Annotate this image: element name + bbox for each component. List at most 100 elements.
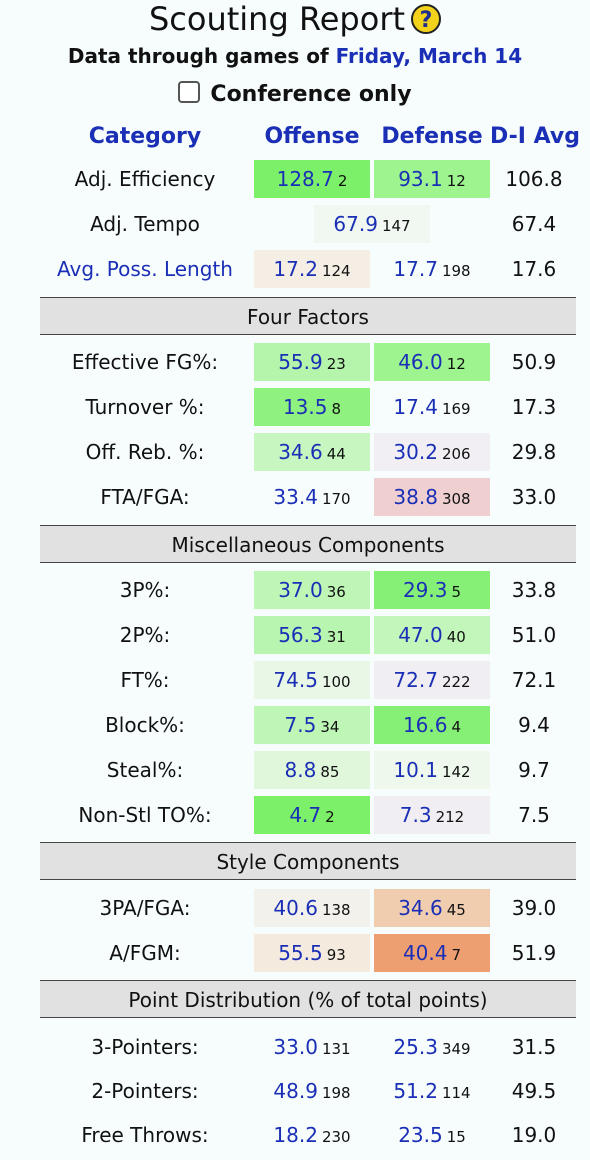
defense-value[interactable]: 46.0 xyxy=(398,350,443,374)
offense-cell: 8.8 85 xyxy=(254,751,370,789)
row-2-pointers: 2-Pointers: 48.9 198 51.2 114 49.5 xyxy=(0,1069,590,1113)
defense-value[interactable]: 72.7 xyxy=(393,668,438,692)
defense-value[interactable]: 10.1 xyxy=(393,758,438,782)
tempo-cell: 67.9 147 xyxy=(314,205,430,243)
d1-average: 51.9 xyxy=(511,941,557,965)
offense-rank: 31 xyxy=(326,628,346,646)
offense-rank: 85 xyxy=(320,763,340,781)
offense-value[interactable]: 55.5 xyxy=(278,941,323,965)
offense-value[interactable]: 33.4 xyxy=(273,485,318,509)
offense-cell: 13.5 8 xyxy=(254,388,370,426)
d1-average: 19.0 xyxy=(511,1123,557,1147)
defense-value[interactable]: 47.0 xyxy=(398,623,443,647)
offense-cell: 55.9 23 xyxy=(254,343,370,381)
offense-rank: 100 xyxy=(321,673,351,691)
col-header-defense[interactable]: Defense xyxy=(381,124,483,149)
offense-value[interactable]: 55.9 xyxy=(278,350,323,374)
row-efg: Effective FG%: 55.9 23 46.0 12 50.9 xyxy=(0,340,590,384)
d1-average: 9.4 xyxy=(518,713,550,737)
d1-average: 72.1 xyxy=(511,668,557,692)
offense-cell: 33.0 131 xyxy=(254,1028,370,1066)
defense-rank: 7 xyxy=(451,946,462,964)
offense-value[interactable]: 33.0 xyxy=(273,1035,318,1059)
defense-value[interactable]: 38.8 xyxy=(393,485,438,509)
d1-average: 50.9 xyxy=(511,350,557,374)
defense-value[interactable]: 16.6 xyxy=(402,713,448,737)
offense-value[interactable]: 8.8 xyxy=(284,758,317,782)
offense-value[interactable]: 7.5 xyxy=(284,713,317,737)
offense-value[interactable]: 40.6 xyxy=(273,896,318,920)
offense-value[interactable]: 18.2 xyxy=(273,1123,318,1147)
defense-value[interactable]: 17.4 xyxy=(393,395,438,419)
tempo-rank: 147 xyxy=(381,217,411,235)
offense-cell: 128.7 2 xyxy=(254,160,370,198)
offense-cell: 48.9 198 xyxy=(254,1072,370,1110)
offense-value[interactable]: 34.6 xyxy=(278,440,323,464)
defense-rank: 12 xyxy=(446,172,466,190)
offense-cell: 74.5 100 xyxy=(254,661,370,699)
offense-rank: 8 xyxy=(331,400,342,418)
subtitle-prefix: Data through games of xyxy=(67,44,329,68)
row-label: Adj. Efficiency xyxy=(74,167,216,191)
defense-cell: 16.6 4 xyxy=(374,706,490,744)
offense-cell: 18.2 230 xyxy=(254,1116,370,1154)
row-adj-efficiency: Adj. Efficiency 128.7 2 93.1 12 106.8 xyxy=(0,157,590,201)
col-header-offense[interactable]: Offense xyxy=(264,124,360,149)
defense-value[interactable]: 34.6 xyxy=(398,896,443,920)
defense-rank: 206 xyxy=(441,445,471,463)
help-icon[interactable]: ? xyxy=(411,4,442,34)
defense-rank: 40 xyxy=(446,628,466,646)
row-steal-pct: Steal%: 8.8 85 10.1 142 9.7 xyxy=(0,748,590,792)
offense-rank: 2 xyxy=(325,808,335,826)
section-style-components: Style Components xyxy=(40,842,576,880)
defense-cell: 34.6 45 xyxy=(374,889,490,927)
row-label: Free Throws: xyxy=(81,1123,209,1147)
offense-value[interactable]: 48.9 xyxy=(273,1079,318,1103)
offense-value[interactable]: 56.3 xyxy=(278,623,323,647)
offense-value[interactable]: 4.7 xyxy=(289,803,322,827)
defense-value[interactable]: 7.3 xyxy=(399,803,432,827)
row-a-fgm: A/FGM: 55.5 93 40.4 7 51.9 xyxy=(0,931,590,975)
col-header-category[interactable]: Category xyxy=(88,124,202,149)
defense-rank: 114 xyxy=(441,1084,471,1102)
offense-value[interactable]: 13.5 xyxy=(282,395,328,419)
offense-value[interactable]: 74.5 xyxy=(273,668,318,692)
d1-average: 31.5 xyxy=(511,1035,557,1059)
offense-rank: 138 xyxy=(321,901,351,919)
tempo-value[interactable]: 67.9 xyxy=(333,212,378,236)
defense-cell: 40.4 7 xyxy=(374,934,490,972)
offense-cell: 7.5 34 xyxy=(254,706,370,744)
defense-rank: 308 xyxy=(441,490,471,508)
row-label-link[interactable]: Avg. Poss. Length xyxy=(57,257,233,281)
d1-average: 9.7 xyxy=(518,758,550,782)
row-2p-pct: 2P%: 56.3 31 47.0 40 51.0 xyxy=(0,613,590,657)
row-3pa-fga: 3PA/FGA: 40.6 138 34.6 45 39.0 xyxy=(0,886,590,930)
d1-average: 7.5 xyxy=(518,803,550,827)
defense-rank: 4 xyxy=(451,718,462,736)
conference-only-checkbox[interactable] xyxy=(178,81,201,103)
defense-value[interactable]: 25.3 xyxy=(393,1035,438,1059)
defense-value[interactable]: 93.1 xyxy=(398,167,443,191)
defense-value[interactable]: 40.4 xyxy=(402,941,448,965)
defense-value[interactable]: 51.2 xyxy=(393,1079,438,1103)
row-label: 2-Pointers: xyxy=(91,1079,199,1103)
offense-rank: 131 xyxy=(321,1040,351,1058)
defense-value[interactable]: 29.3 xyxy=(402,578,448,602)
offense-value[interactable]: 128.7 xyxy=(276,167,334,191)
defense-value[interactable]: 17.7 xyxy=(393,257,438,281)
section-four-factors: Four Factors xyxy=(40,297,576,335)
offense-value[interactable]: 17.2 xyxy=(273,257,318,281)
defense-value[interactable]: 30.2 xyxy=(393,440,438,464)
row-label: FTA/FGA: xyxy=(100,485,190,509)
subtitle-date-link[interactable]: Friday, March 14 xyxy=(335,44,523,68)
row-3-pointers: 3-Pointers: 33.0 131 25.3 349 31.5 xyxy=(0,1025,590,1069)
defense-rank: 142 xyxy=(441,763,471,781)
offense-value[interactable]: 37.0 xyxy=(278,578,323,602)
offense-cell: 17.2 124 xyxy=(254,250,370,288)
conference-only-toggle[interactable]: Conference only xyxy=(0,78,590,112)
offense-rank: 124 xyxy=(321,262,351,280)
col-header-d1avg[interactable]: D-I Avg xyxy=(490,124,580,149)
defense-value[interactable]: 23.5 xyxy=(398,1123,443,1147)
row-off-reb: Off. Reb. %: 34.6 44 30.2 206 29.8 xyxy=(0,430,590,474)
offense-cell: 34.6 44 xyxy=(254,433,370,471)
